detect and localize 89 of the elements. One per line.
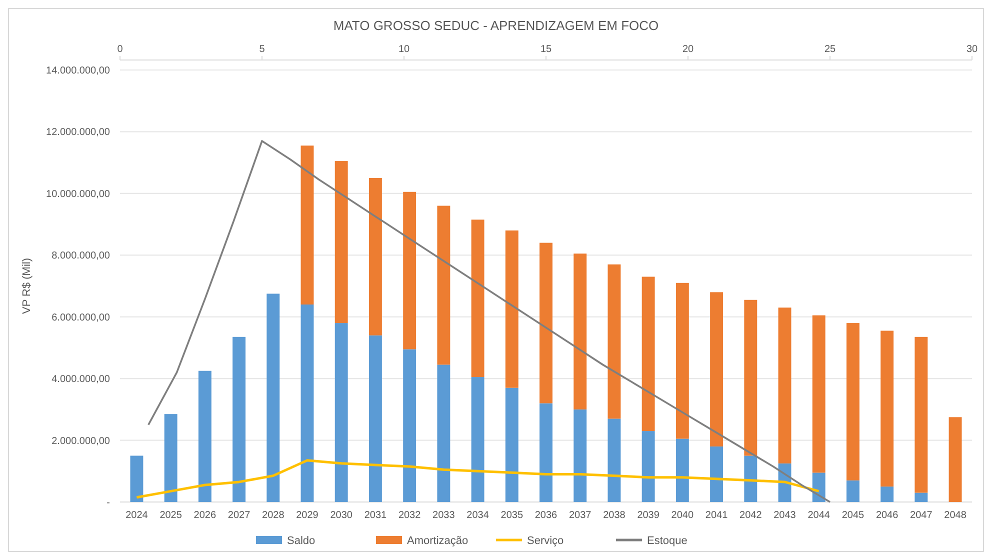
- x-tick-label: 2030: [330, 510, 353, 521]
- x-tick-label: 2041: [705, 510, 728, 521]
- y-tick-label: 12.000.000,00: [46, 127, 110, 138]
- y-tick-label: 2.000.000,00: [52, 436, 110, 447]
- x-tick-label: 2045: [842, 510, 865, 521]
- bar: [880, 486, 894, 502]
- x-tick-label: 2033: [432, 510, 456, 521]
- chart-title: MATO GROSSO SEDUC - APRENDIZAGEM EM FOCO: [333, 18, 659, 33]
- bar: [505, 230, 518, 388]
- x2-tick-label: 15: [540, 44, 552, 55]
- bar: [846, 480, 860, 502]
- x-tick-label: 2036: [534, 510, 558, 521]
- line-series: [135, 459, 820, 499]
- bar: [300, 146, 314, 305]
- x-tick-label: 2046: [876, 510, 899, 521]
- x-tick-label: 2048: [944, 510, 967, 521]
- x-tick-label: 2029: [296, 510, 319, 521]
- bar: [710, 292, 724, 446]
- bar: [574, 254, 587, 410]
- x-tick-label: 2026: [194, 510, 216, 521]
- bar: [403, 349, 416, 502]
- bar: [778, 308, 792, 464]
- x2-tick-label: 25: [824, 44, 836, 55]
- legend-label: Amortização: [407, 534, 468, 547]
- bar: [676, 282, 689, 439]
- y-tick-label: 14.000.000,00: [46, 66, 110, 76]
- bar: [914, 336, 928, 493]
- x-tick-label: 2031: [364, 510, 388, 521]
- bar: [710, 446, 724, 502]
- bar: [266, 294, 280, 502]
- x-tick-label: 2038: [603, 510, 626, 521]
- bar: [812, 315, 826, 473]
- y-tick-label: 4.000.000,00: [52, 374, 110, 386]
- bar: [642, 431, 655, 502]
- y-tick-label: 8.000.000,00: [52, 250, 110, 262]
- bar: [574, 409, 587, 502]
- x-tick-label: 2037: [568, 510, 592, 521]
- x-tick-label: 2028: [262, 510, 285, 521]
- x-tick-label: 2025: [160, 510, 182, 521]
- x2-tick-label: 20: [682, 44, 694, 55]
- bar: [437, 364, 450, 502]
- y-tick-label: -: [106, 498, 110, 508]
- bar: [744, 456, 758, 502]
- bar: [948, 417, 962, 502]
- bar: [540, 403, 552, 502]
- bar: [914, 492, 928, 502]
- x-tick-label: 2047: [910, 510, 933, 521]
- bar: [198, 370, 212, 502]
- bar: [334, 323, 348, 502]
- y-tick-label: 10.000.000,00: [46, 188, 110, 200]
- bar: [368, 335, 382, 502]
- x-tick-label: 2042: [740, 510, 762, 521]
- x-tick-label: 2024: [126, 510, 148, 521]
- bar: [642, 276, 655, 432]
- x-tick-label: 2043: [774, 510, 796, 521]
- bar: [676, 438, 689, 502]
- bar: [300, 304, 314, 502]
- bar: [232, 336, 246, 502]
- bar: [164, 414, 178, 502]
- x2-tick-label: 30: [966, 44, 978, 55]
- bar: [744, 300, 758, 456]
- legend-label: Saldo: [287, 534, 316, 547]
- bar: [608, 264, 621, 419]
- bar: [437, 206, 450, 365]
- legend-label: Estoque: [647, 534, 688, 547]
- bar: [368, 178, 382, 336]
- x2-tick-label: 0: [117, 44, 124, 55]
- bar: [403, 192, 416, 350]
- x-tick-label: 2044: [808, 510, 830, 521]
- bar: [608, 418, 621, 502]
- bar: [846, 323, 860, 480]
- y-tick-label: 6.000.000,00: [52, 312, 110, 324]
- bar: [471, 220, 484, 378]
- x-tick-label: 2035: [500, 510, 524, 521]
- x2-tick-label: 5: [259, 44, 266, 55]
- y-axis-title: VP R$ (Mil): [21, 258, 33, 314]
- legend-label: Serviço: [527, 534, 564, 547]
- x-tick-label: 2027: [228, 510, 251, 521]
- x-tick-label: 2039: [637, 510, 660, 521]
- bar: [880, 330, 894, 487]
- bar: [130, 456, 144, 502]
- bar: [505, 388, 518, 502]
- bar: [540, 242, 552, 404]
- bar: [334, 161, 348, 324]
- x-tick-label: 2032: [398, 510, 422, 521]
- x-tick-label: 2034: [466, 510, 490, 521]
- x-tick-label: 2040: [671, 510, 694, 521]
- x2-tick-label: 10: [398, 44, 410, 55]
- bar: [471, 377, 484, 502]
